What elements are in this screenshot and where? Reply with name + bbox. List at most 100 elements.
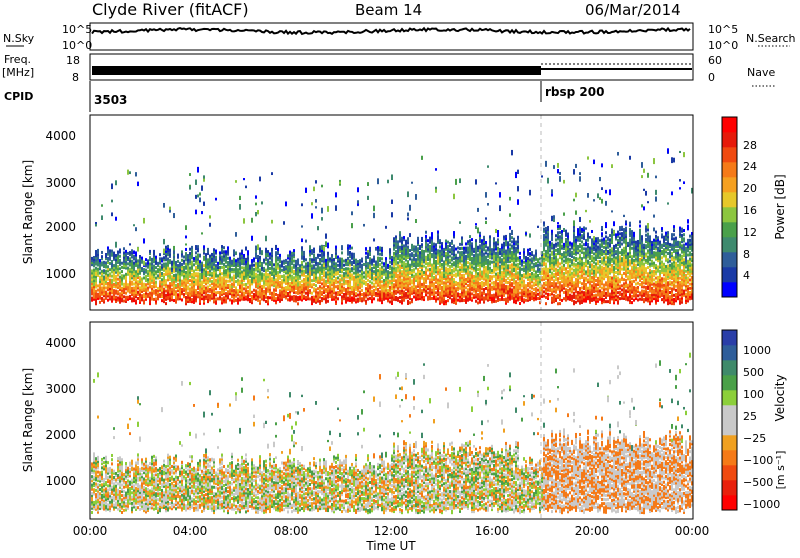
scatter-cell [367,262,369,265]
scatter-cell [121,266,123,269]
scatter-cell [483,288,485,291]
scatter-cell [319,258,321,261]
scatter-cell [469,271,471,274]
scatter-cell [283,266,285,269]
scatter-cell [165,290,167,293]
scatter-cell [393,237,395,240]
scatter-cell [507,281,509,284]
scatter-cell [121,262,123,265]
scatter-cell [453,268,455,271]
scatter-cell [127,296,129,299]
scatter-cell [163,256,165,259]
scatter-cell [511,150,513,155]
scatter-cell [255,273,257,276]
scatter-cell [309,297,311,300]
scatter-cell [457,269,459,272]
scatter-cell [145,275,147,278]
scatter-cell [177,260,179,263]
scatter-cell [543,253,545,256]
scatter-cell [97,293,99,296]
scatter-cell [389,280,391,283]
scatter-cell [543,228,545,231]
nsky-tick-top: 10^5 [62,23,92,36]
scatter-cell [133,255,135,261]
scatter-cell [415,246,417,249]
scatter-cell [381,284,383,287]
scatter-cell [277,256,279,259]
scatter-cell [343,268,345,271]
scatter-cell [103,298,105,301]
scatter-cell [409,253,411,256]
scatter-cell [517,236,519,239]
scatter-cell [391,200,393,204]
scatter-cell [343,272,345,275]
freq-label-1: Freq. [4,53,31,66]
scatter-cell [351,247,353,250]
scatter-cell [347,244,349,247]
scatter-cell [255,246,257,249]
scatter-cell [403,261,405,264]
scatter-cell [251,291,253,294]
scatter-cell [411,252,413,255]
scatter-cell [257,255,259,258]
scatter-cell [259,256,261,259]
scatter-cell [511,245,513,248]
scatter-cell [379,257,381,260]
scatter-cell [503,235,505,238]
scatter-cell [215,264,217,267]
scatter-cell [437,297,439,300]
scatter-cell [117,278,119,281]
scatter-cell [137,247,139,251]
scatter-cell [551,251,553,254]
scatter-cell [235,259,237,262]
scatter-cell [133,287,135,290]
scatter-cell [471,297,473,300]
scatter-cell [335,192,337,197]
scatter-cell [533,254,535,257]
scatter-cell [477,301,479,304]
scatter-cell [233,274,235,277]
scatter-cell [177,264,179,267]
scatter-cell [107,265,109,268]
scatter-cell [217,274,219,277]
scatter-cell [143,261,145,266]
scatter-cell [481,291,483,294]
scatter-cell [461,236,463,239]
scatter-cell [253,268,255,271]
scatter-cell [381,247,383,250]
scatter-cell [109,249,111,252]
scatter-cell [487,253,489,256]
scatter-cell [289,251,291,254]
scatter-cell [181,288,183,291]
scatter-cell [235,251,237,255]
scatter-cell [319,285,321,288]
scatter-cell [475,223,477,225]
scatter-cell [537,258,539,263]
scatter-cell [99,259,101,262]
scatter-cell [399,296,401,299]
scatter-cell [145,269,147,272]
scatter-cell [343,293,345,296]
scatter-cell [141,294,143,297]
scatter-cell [123,300,125,303]
scatter-cell [141,257,143,260]
scatter-cell [201,185,203,190]
scatter-cell [291,252,293,255]
scatter-cell [395,250,397,253]
scatter-cell [371,267,373,270]
scatter-cell [489,283,491,286]
scatter-cell [133,224,135,226]
nsky-frame [90,23,693,50]
scatter-cell [111,296,113,299]
scatter-cell [335,285,337,288]
scatter-cell [529,290,531,293]
scatter-cell [107,246,109,249]
scatter-cell [193,263,195,266]
scatter-cell [287,298,289,301]
scatter-cell [285,286,287,289]
scatter-cell [341,274,343,277]
scatter-cell [223,263,225,266]
scatter-cell [521,268,523,271]
scatter-cell [495,252,497,255]
scatter-cell [293,270,295,273]
